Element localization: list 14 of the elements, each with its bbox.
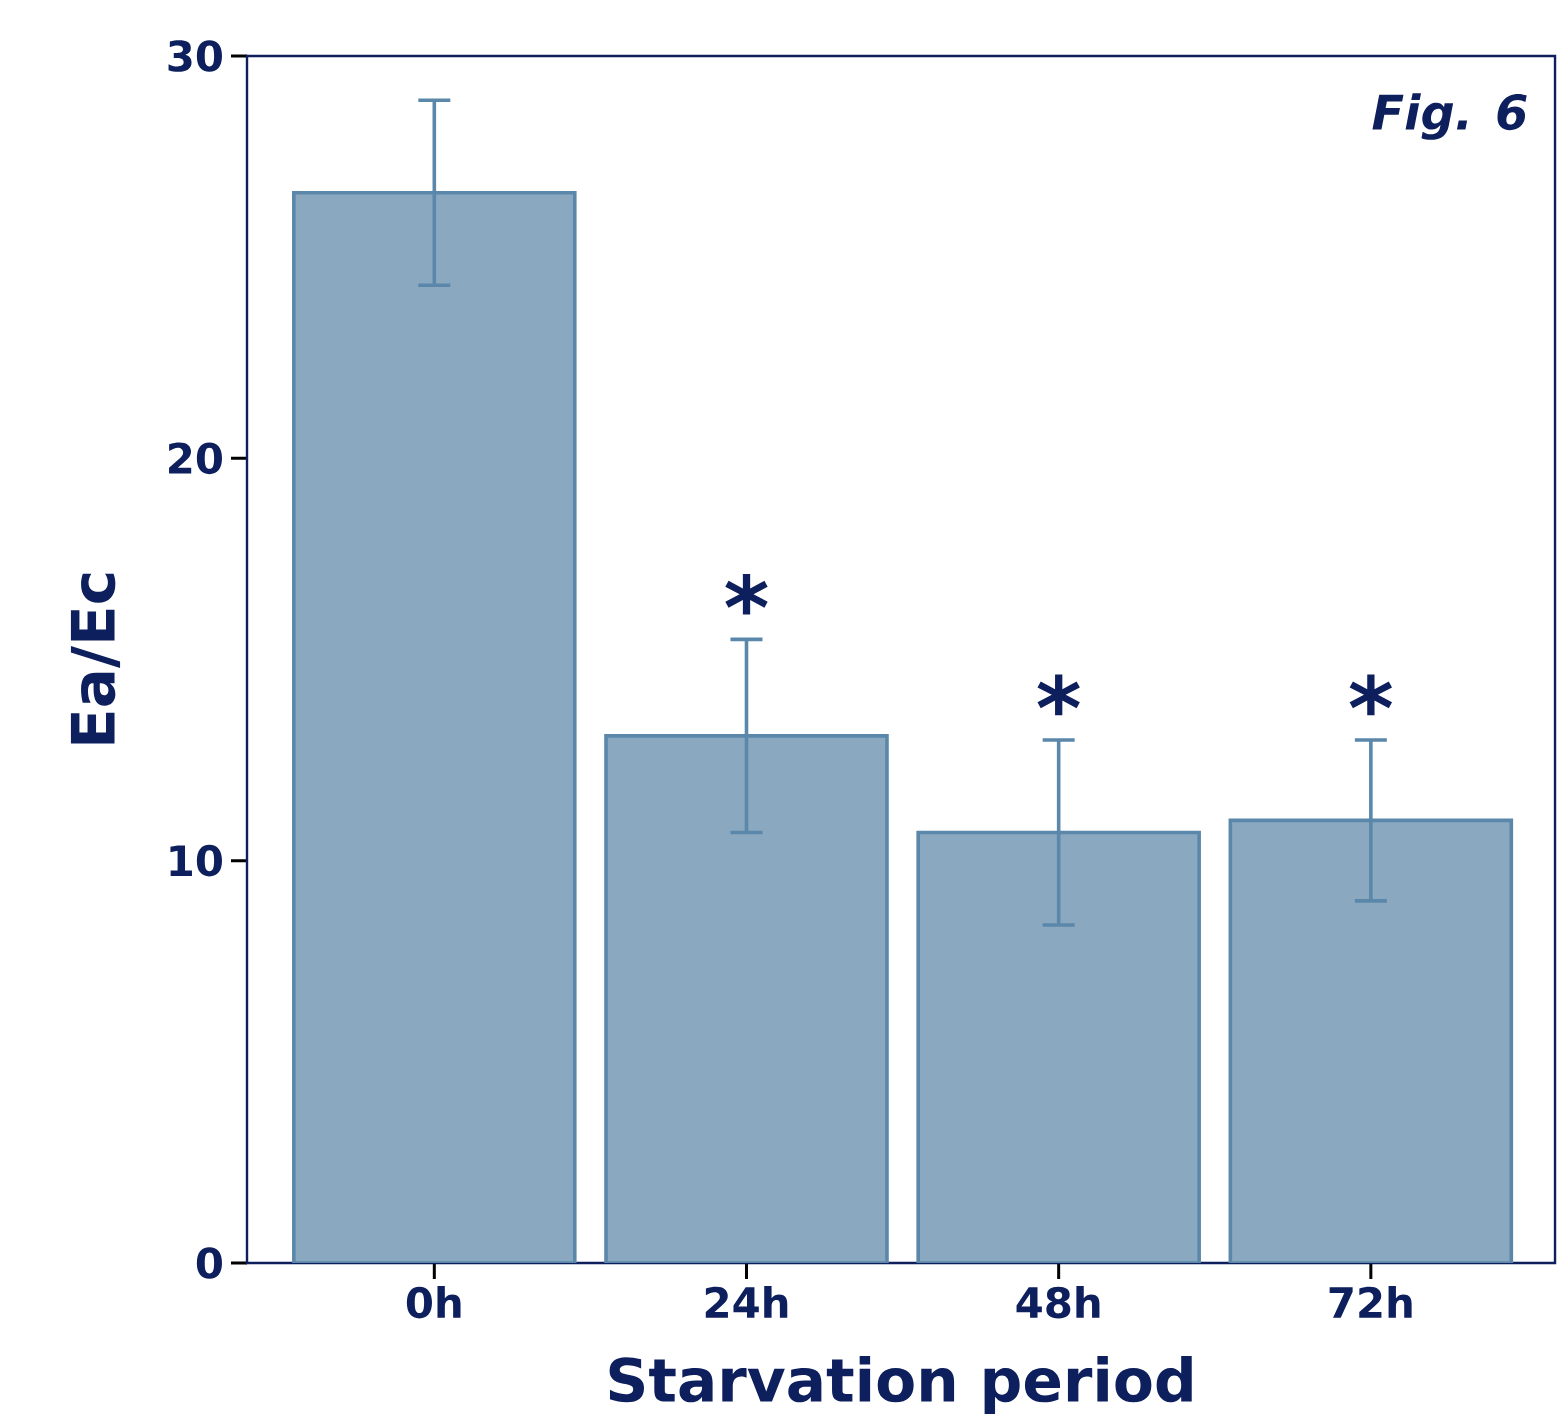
y-tick-label: 30 [168,40,222,72]
y-tick-label: 10 [170,844,222,877]
annotation: Fig. 6 [1372,93,1527,140]
annotation: * [725,573,768,615]
x-tick-label: 48h [1016,1286,1100,1319]
y-tick-label: 20 [169,442,222,475]
y-tick-label: 0 [196,1247,222,1279]
x-axis-title: Starvation period [609,1356,1192,1414]
x-tick-label: 72h [1329,1286,1412,1318]
x-tick-label: 0h [406,1286,461,1319]
y-axis-title: Ea/Ec [70,573,121,744]
x-tick-label: 24h [705,1286,788,1318]
annotation: * [1349,674,1393,716]
annotation: * [1037,674,1080,716]
